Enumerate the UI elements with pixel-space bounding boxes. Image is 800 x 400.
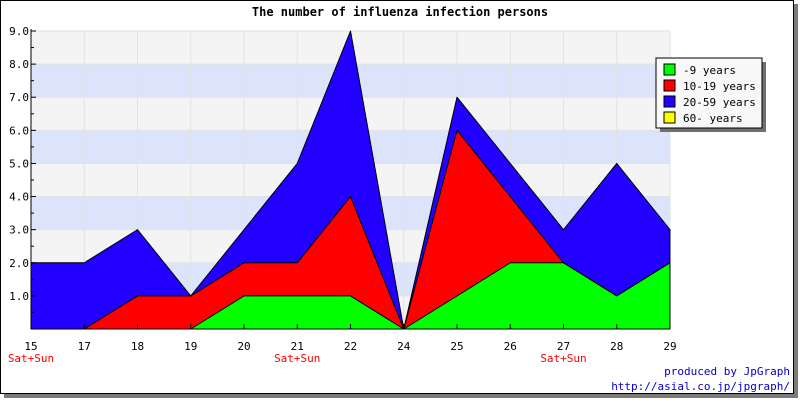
legend-label: 60- years: [683, 112, 743, 125]
y-tick-label: 4.0: [9, 191, 29, 204]
x-tick-label: 20: [237, 340, 250, 353]
x-tick-label: 29: [663, 340, 676, 353]
legend: -9 years 10-19 years 20-59 years 60- years: [655, 57, 766, 132]
x-tick-label: 26: [504, 340, 517, 353]
y-tick-label: 3.0: [9, 224, 29, 237]
x-tick-label: 25: [450, 340, 463, 353]
axes: [30, 29, 671, 330]
y-tick-label: 6.0: [9, 124, 29, 137]
chart-title: The number of influenza infection person…: [252, 5, 548, 19]
x-tick-label: 19: [184, 340, 197, 353]
x-tick-label: 15: [24, 340, 37, 353]
x-axis-tick-labels: 15 17 18 19 20 21 22 24 25 26 27 28 29 Sat+Sun Sat+Sun…: [8, 340, 677, 365]
y-tick-label: 8.0: [9, 58, 29, 71]
x-tick-label: 18: [131, 340, 144, 353]
x-tick-label: 27: [557, 340, 570, 353]
y-tick-label: 1.0: [9, 290, 29, 303]
x-tick-label: 28: [610, 340, 623, 353]
x-tick-label: 24: [397, 340, 411, 353]
y-axis-tick-labels: 1.0 2.0 3.0 4.0 5.0 6.0 7.0 8.0 9.0: [9, 25, 29, 303]
legend-swatch: [663, 95, 676, 108]
x-tick-label: 17: [78, 340, 91, 353]
stacked-areas: [30, 30, 671, 330]
y-tick-label: 2.0: [9, 257, 29, 270]
legend-swatch: [663, 111, 676, 124]
x-tick-label: 21: [291, 340, 304, 353]
legend-label: 20-59 years: [683, 96, 756, 109]
y-tick-label: 5.0: [9, 157, 29, 170]
x-tick-label: 22: [344, 340, 357, 353]
legend-swatch: [663, 63, 676, 76]
weekend-label: Sat+Sun: [274, 352, 320, 365]
legend-swatch: [663, 79, 676, 92]
credit-line-1: produced by JpGraph: [664, 365, 790, 378]
y-tick-label: 9.0: [9, 25, 29, 38]
legend-label: 10-19 years: [683, 80, 756, 93]
y-tick-label: 7.0: [9, 91, 29, 104]
weekend-label: Sat+Sun: [540, 352, 586, 365]
credit-line-2: http://asial.co.jp/jpgraph/: [611, 380, 790, 393]
legend-label: -9 years: [683, 64, 736, 77]
weekend-label: Sat+Sun: [8, 352, 54, 365]
